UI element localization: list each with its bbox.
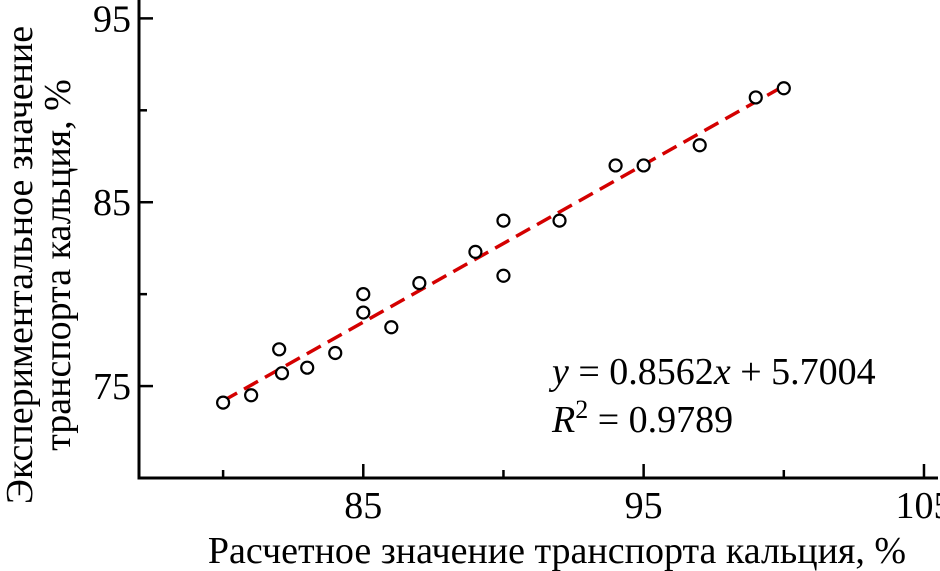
data-point bbox=[776, 81, 791, 96]
data-point bbox=[244, 388, 259, 403]
y-axis-label: Экспериментальное значение транспорта ка… bbox=[0, 26, 79, 504]
ticks bbox=[139, 17, 926, 478]
data-points bbox=[216, 81, 791, 410]
data-point bbox=[272, 342, 287, 357]
data-point bbox=[636, 158, 651, 173]
axes bbox=[137, 0, 938, 480]
equation-y-var: y bbox=[548, 351, 569, 393]
tick-labels: 85 95 105 75 85 95 bbox=[93, 0, 940, 527]
data-point bbox=[552, 213, 567, 228]
data-point bbox=[748, 90, 763, 105]
r-squared-var: R bbox=[551, 399, 575, 441]
y-tick-label: 85 bbox=[93, 182, 131, 224]
regression-equation: y = 0.8562x + 5.7004 bbox=[548, 351, 876, 393]
data-point bbox=[608, 158, 623, 173]
data-point bbox=[216, 395, 231, 410]
trendline bbox=[222, 84, 785, 403]
data-point bbox=[300, 360, 315, 375]
equation-intercept: + 5.7004 bbox=[731, 351, 876, 393]
x-tick-label: 105 bbox=[895, 485, 940, 527]
y-axis-label-line2: транспорта кальция, % bbox=[37, 79, 79, 451]
y-tick-label: 95 bbox=[93, 0, 131, 40]
data-point bbox=[496, 268, 511, 283]
equation-slope: = 0.8562 bbox=[569, 351, 714, 393]
y-tick-label: 75 bbox=[93, 366, 131, 408]
r-squared: R2 = 0.9789 bbox=[551, 395, 733, 441]
r-squared-value: = 0.9789 bbox=[588, 399, 733, 441]
y-axis-label-line1: Экспериментальное значение bbox=[0, 26, 41, 504]
data-point bbox=[384, 320, 399, 335]
data-point bbox=[468, 244, 483, 259]
x-tick-label: 85 bbox=[344, 485, 382, 527]
x-tick-label: 95 bbox=[625, 485, 663, 527]
x-axis-label: Расчетное значение транспорта кальция, % bbox=[208, 530, 906, 571]
data-point bbox=[328, 345, 343, 361]
data-point bbox=[356, 287, 371, 302]
data-point bbox=[356, 305, 371, 320]
equation-x-var: x bbox=[713, 351, 731, 393]
data-point bbox=[412, 276, 427, 291]
r-squared-exponent: 2 bbox=[575, 395, 588, 424]
data-point bbox=[692, 138, 707, 153]
data-point bbox=[496, 213, 511, 228]
data-point bbox=[274, 366, 290, 381]
